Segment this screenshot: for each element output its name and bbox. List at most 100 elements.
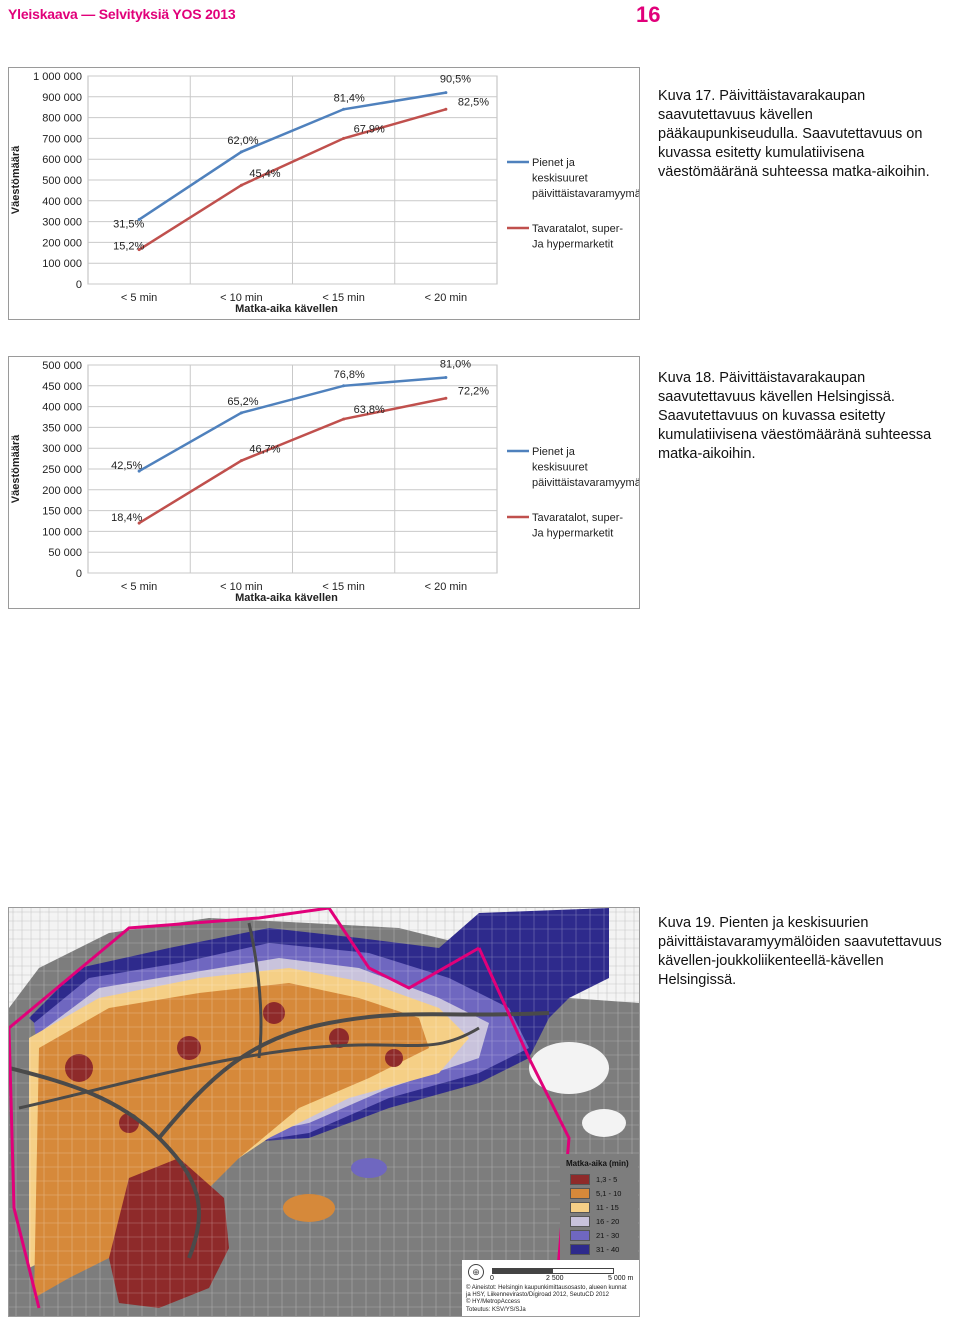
data-point	[239, 459, 243, 463]
chart-18: 0 50 000 100 000 150 000 200 000 250 000 300 0…	[10, 358, 652, 604]
x-tick-label: < 20 min	[425, 581, 468, 593]
y-tick-label: 400 000	[42, 402, 82, 414]
island	[582, 1109, 626, 1137]
y-axis-label: Väestömäärä	[10, 145, 22, 214]
y-tick-label: 100 000	[42, 258, 82, 270]
data-point	[444, 91, 448, 95]
y-tick-label: 600 000	[42, 154, 82, 166]
y-tick-label: 800 000	[42, 113, 82, 125]
y-tick-label: 0	[76, 568, 82, 580]
y-tick-label: 300 000	[42, 443, 82, 455]
y-tick-label: 250 000	[42, 464, 82, 476]
street-texture	[9, 908, 639, 1316]
scale-bar	[492, 1268, 614, 1274]
data-label: 63,8%	[354, 404, 385, 416]
y-tick-label: 150 000	[42, 506, 82, 518]
map-legend-item: 21 - 30	[570, 1228, 638, 1242]
data-point	[137, 521, 141, 525]
x-axis-label: Matka-aika kävellen	[235, 303, 338, 315]
data-point	[444, 396, 448, 400]
helsinki-travel-time-map	[9, 908, 639, 1316]
map-legend-swatch	[570, 1201, 590, 1213]
ring-road	[18, 1026, 480, 1110]
data-label: 65,2%	[227, 396, 258, 408]
map-legend-swatch	[570, 1173, 590, 1185]
scale-label-0: 0	[490, 1275, 494, 1282]
credit-line: © Aineistot: Helsingin kaupunkimittausos…	[466, 1285, 627, 1291]
chart-18-frame: 0 50 000 100 000 150 000 200 000 250 000 300 0…	[8, 356, 652, 609]
map-legend-swatch	[570, 1229, 590, 1241]
data-point	[137, 469, 141, 473]
y-tick-label: 900 000	[42, 92, 82, 104]
data-label: 72,2%	[458, 385, 489, 397]
map-legend-item: 1,3 - 5	[570, 1172, 638, 1186]
map-legend-item: 5,1 - 10	[570, 1186, 638, 1200]
page-number: 16	[636, 2, 661, 27]
chart-17-frame: 0 100 000 200 000 300 000 400 000 500 000 600 …	[8, 67, 652, 320]
map-legend-swatch	[570, 1187, 590, 1199]
y-axis-label: Väestömäärä	[10, 434, 22, 503]
map-legend-swatch	[570, 1215, 590, 1227]
map-legend-label: 1,3 - 5	[596, 1174, 618, 1184]
y-tick-label: 0	[76, 279, 82, 291]
x-axis-label: Matka-aika kävellen	[235, 592, 338, 604]
series-line	[138, 397, 447, 525]
data-label: 90,5%	[440, 74, 471, 86]
data-point	[239, 183, 243, 187]
series-line	[138, 108, 447, 251]
data-point	[444, 375, 448, 379]
map-legend-item: 31 - 40	[570, 1242, 638, 1256]
data-label: 46,7%	[249, 444, 280, 456]
north-arrow-icon: ⊕	[468, 1264, 484, 1280]
data-point	[342, 384, 346, 388]
y-tick-label: 450 000	[42, 381, 82, 393]
map-legend-title: Matka-aika (min)	[566, 1159, 629, 1168]
data-label: 82,5%	[458, 96, 489, 108]
y-tick-label: 50 000	[48, 547, 82, 559]
legend-label: Tavaratalot, super-Ja hypermarketit	[532, 223, 623, 251]
island	[351, 1158, 387, 1178]
data-point	[444, 107, 448, 111]
data-label: 18,4%	[111, 512, 142, 524]
map-legend-label: 11 - 15	[596, 1202, 619, 1212]
data-label: 81,4%	[334, 92, 365, 104]
map-legend-item: 11 - 15	[570, 1200, 638, 1214]
data-point	[239, 411, 243, 415]
data-point	[342, 136, 346, 140]
map-legend-swatch	[570, 1243, 590, 1255]
document-header: Yleiskaava — Selvityksiä YOS 2013	[8, 6, 236, 22]
map-legend-item: 16 - 20	[570, 1214, 638, 1228]
chart-17: 0 100 000 200 000 300 000 400 000 500 000 600 …	[10, 71, 652, 315]
figure-18-caption: Kuva 18. Päivittäistavarakaupan saavutet…	[658, 370, 932, 462]
y-tick-label: 200 000	[42, 485, 82, 497]
x-tick-label: < 15 min	[322, 581, 365, 593]
map-legend-label: 31 - 40	[596, 1244, 620, 1254]
series-line	[138, 91, 447, 221]
data-label: 45,4%	[249, 168, 280, 180]
island	[283, 1194, 335, 1222]
figure-19-caption: Kuva 19. Pienten ja keskisuurien päivitt…	[658, 915, 942, 988]
data-label: 42,5%	[111, 460, 142, 472]
scale-label-mid: 2 500	[546, 1275, 564, 1282]
data-point	[342, 107, 346, 111]
figure-17-caption: Kuva 17. Päivittäistavarakaupan saavutet…	[658, 88, 930, 180]
data-label: 81,0%	[440, 358, 471, 370]
y-tick-label: 200 000	[42, 237, 82, 249]
data-label: 31,5%	[113, 219, 144, 231]
legend-label: Pienet ja keskisuuret päivittäistavaramyym…	[532, 446, 639, 489]
y-tick-label: 1 000 000	[33, 71, 82, 83]
x-tick-label: < 10 min	[220, 581, 263, 593]
credit-line: Toteutus: KSV/YS/SJa	[466, 1306, 526, 1313]
data-point	[239, 150, 243, 154]
map-legend-label: 16 - 20	[596, 1216, 620, 1226]
y-tick-label: 500 000	[42, 175, 82, 187]
accessibility-map: Matka-aika (min) 1,3 - 5 5,1 - 10 11 - 15 1…	[8, 907, 640, 1317]
data-label: 62,0%	[227, 135, 258, 147]
legend-label: Pienet ja keskisuuret päivittäistavaramyym…	[532, 157, 639, 200]
data-label: 76,8%	[334, 369, 365, 381]
map-info-box: ⊕ 0 2 500 5 000 m © Aineistot: Helsingin…	[462, 1260, 639, 1316]
data-label: 67,9%	[354, 123, 385, 135]
y-tick-label: 350 000	[42, 422, 82, 434]
metro-branch	[247, 922, 263, 1059]
x-tick-label: < 5 min	[121, 581, 157, 593]
